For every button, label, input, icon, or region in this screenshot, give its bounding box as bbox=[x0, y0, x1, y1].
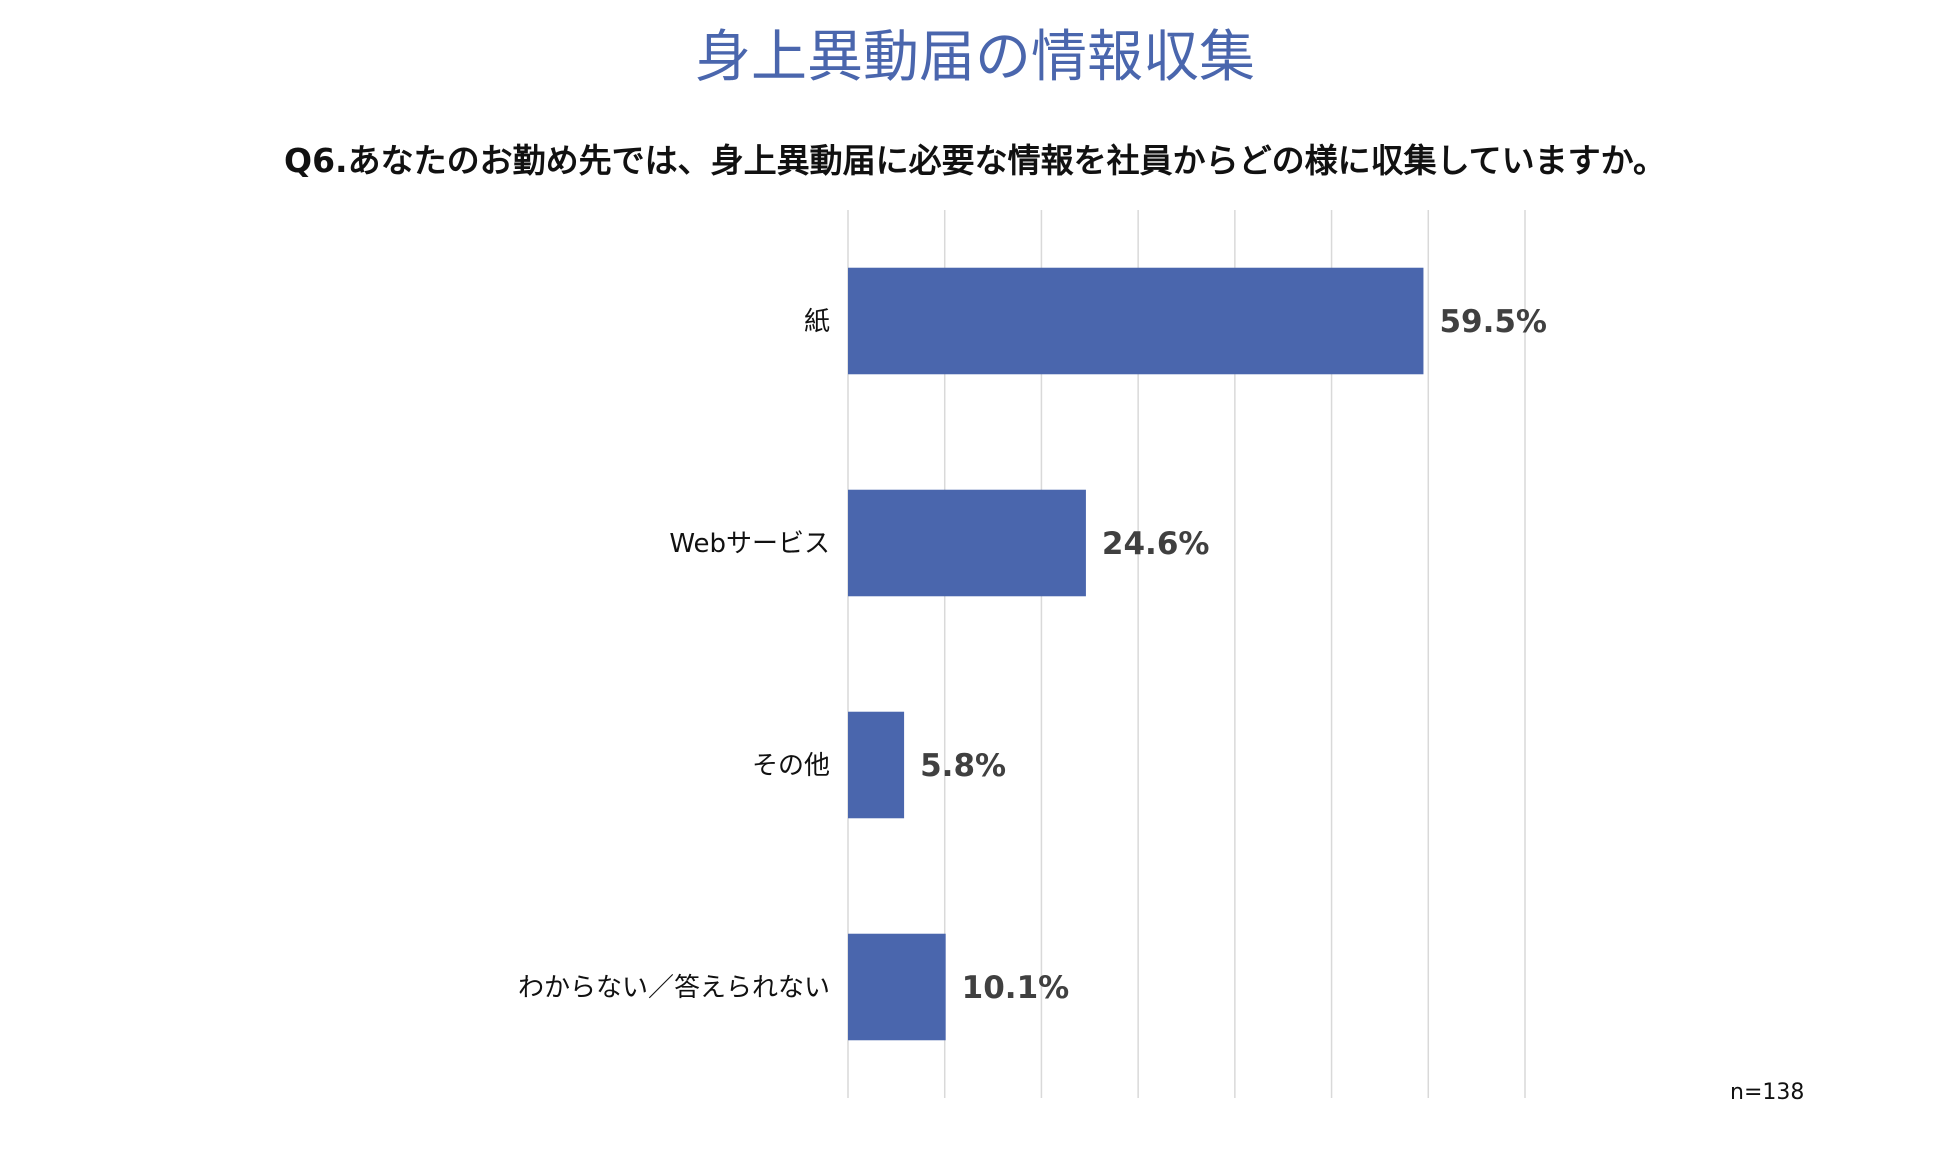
data-label: 59.5% bbox=[1439, 304, 1547, 340]
question-text: Q6.あなたのお勤め先では、身上異動届に必要な情報を社員からどの様に収集していま… bbox=[284, 141, 1666, 180]
category-label: わからない／答えられない bbox=[518, 973, 830, 1003]
bar bbox=[848, 267, 1424, 375]
category-label: 紙 bbox=[804, 307, 830, 337]
bar bbox=[848, 489, 1086, 597]
category-label: その他 bbox=[752, 751, 830, 781]
data-label: 24.6% bbox=[1102, 526, 1210, 562]
bar bbox=[848, 711, 905, 819]
data-label: 10.1% bbox=[962, 970, 1070, 1006]
sample-size-note: n=138 bbox=[1730, 1080, 1805, 1105]
page-title: 身上異動届の情報収集 bbox=[695, 25, 1255, 90]
bars bbox=[848, 267, 1424, 1041]
category-label: Webサービス bbox=[669, 529, 830, 559]
labels: 紙 59.5% Webサービス 24.6% その他 5.8% わからない／答えられない 10.… bbox=[518, 304, 1547, 1006]
bar bbox=[848, 933, 946, 1041]
data-label: 5.8% bbox=[920, 748, 1006, 784]
